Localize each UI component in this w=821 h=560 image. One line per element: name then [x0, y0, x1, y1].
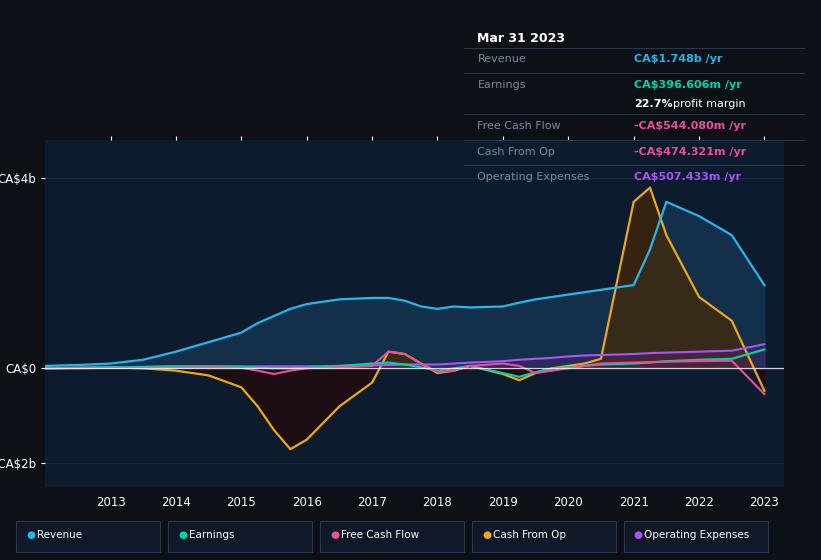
Text: Mar 31 2023: Mar 31 2023 [478, 32, 566, 45]
Text: ●: ● [482, 530, 491, 540]
Text: Free Cash Flow: Free Cash Flow [341, 530, 419, 540]
Text: Revenue: Revenue [37, 530, 82, 540]
Text: ●: ● [634, 530, 643, 540]
Text: Revenue: Revenue [478, 54, 526, 64]
Text: Free Cash Flow: Free Cash Flow [478, 121, 561, 131]
Text: CA$396.606m /yr: CA$396.606m /yr [635, 80, 742, 90]
Text: 22.7%: 22.7% [635, 99, 673, 109]
Text: CA$507.433m /yr: CA$507.433m /yr [635, 172, 741, 182]
Text: Earnings: Earnings [189, 530, 234, 540]
Text: Cash From Op: Cash From Op [493, 530, 566, 540]
Text: -CA$474.321m /yr: -CA$474.321m /yr [635, 147, 746, 157]
Text: Operating Expenses: Operating Expenses [478, 172, 589, 182]
Text: Earnings: Earnings [478, 80, 526, 90]
Text: ●: ● [26, 530, 35, 540]
Text: profit margin: profit margin [673, 99, 746, 109]
Text: ●: ● [330, 530, 339, 540]
Text: ●: ● [178, 530, 187, 540]
Text: Cash From Op: Cash From Op [478, 147, 555, 157]
Text: Operating Expenses: Operating Expenses [644, 530, 750, 540]
Text: -CA$544.080m /yr: -CA$544.080m /yr [635, 121, 746, 131]
Text: CA$1.748b /yr: CA$1.748b /yr [635, 54, 722, 64]
